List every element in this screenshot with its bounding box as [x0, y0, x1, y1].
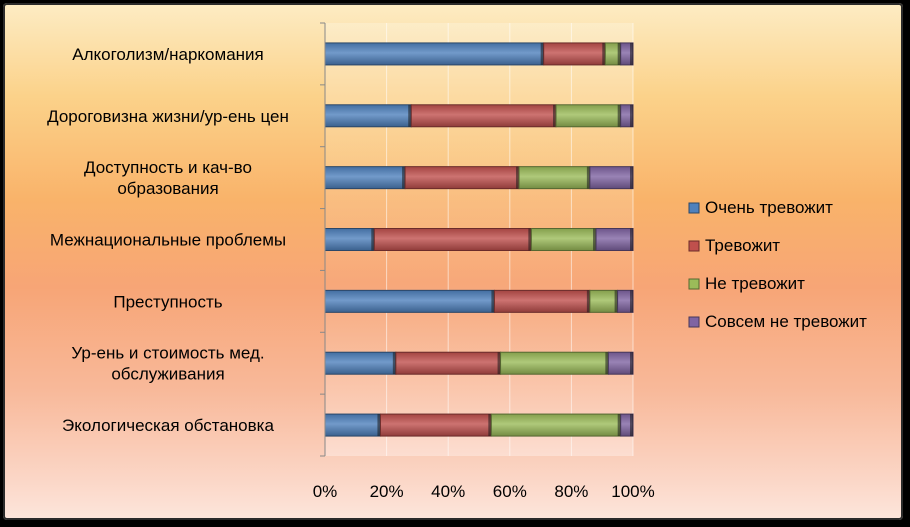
x-tick-label: 80% [554, 482, 588, 501]
category-label: Преступность [113, 292, 222, 311]
bar-segment-edge [630, 414, 633, 437]
bar-segment [490, 413, 622, 437]
bar-segment-edge [491, 290, 495, 313]
bar-segment [324, 228, 375, 251]
bar-segment [410, 104, 557, 128]
bar-segment-edge [586, 166, 590, 189]
bar-segment [373, 228, 532, 251]
bar-segment [543, 42, 606, 66]
stacked-bar-chart: Алкоголизм/наркомания Дороговизна жизни/у… [47, 22, 867, 501]
bar-segment [395, 351, 502, 375]
x-tick-label: 20% [370, 482, 404, 501]
legend-label: Не тревожит [705, 274, 805, 293]
x-tick-label: 100% [611, 482, 654, 501]
chart-area: Алкоголизм/наркомания Дороговизна жизни/у… [3, 3, 903, 520]
bar-segment [589, 289, 619, 313]
bar-segment-edge [488, 414, 492, 437]
bar-segment [493, 289, 591, 313]
bar-segment-edge [528, 228, 532, 251]
bar-segment-edge [586, 290, 590, 313]
bar-segment [518, 166, 591, 190]
bar-segment-edge [377, 414, 381, 437]
legend-label: Очень тревожит [705, 198, 833, 217]
legend-swatch [688, 316, 700, 328]
bar-segment [607, 351, 634, 375]
category-label: Алкоголизм/наркомания [72, 45, 263, 64]
bar-segment [595, 228, 634, 251]
bar-segment-edge [630, 166, 633, 189]
bar-segment [530, 228, 597, 251]
bar-segment-edge [408, 104, 412, 127]
bar-segment [379, 413, 492, 437]
x-tick-label: 60% [493, 482, 527, 501]
bar-segment [404, 166, 520, 190]
bar-segment [324, 42, 545, 66]
bar-segment-edge [516, 166, 520, 189]
bar-segment-edge [630, 352, 633, 375]
legend-label: Совсем не тревожит [705, 312, 867, 331]
bar-segment [324, 166, 406, 190]
bar-segment-edge [630, 228, 633, 251]
category-label: Межнациональные проблемы [50, 231, 286, 250]
bar-segment [324, 351, 397, 375]
bar-segment [500, 351, 609, 375]
bar-segment-edge [540, 42, 544, 65]
bar-segment-edge [617, 42, 621, 65]
bar-segment [324, 413, 381, 437]
bar-segment-edge [617, 414, 621, 437]
legend-label: Тревожит [705, 236, 780, 255]
category-label: Ур-ень и стоимость мед. обслуживания [71, 344, 264, 384]
bar-segment [555, 104, 622, 128]
bar-segment-edge [371, 228, 375, 251]
bar-segment-edge [553, 104, 556, 127]
legend-swatch [688, 278, 700, 290]
bar-segment [589, 166, 634, 190]
category-label: Экологическая обстановка [62, 416, 274, 435]
bar-segment [324, 104, 412, 128]
category-label: Доступность и кач-во образования [84, 158, 252, 198]
bar-segment-edge [392, 352, 396, 375]
bar-segment [324, 289, 495, 313]
bar-segment-edge [630, 104, 633, 127]
bar-segment-edge [630, 42, 633, 65]
bar-segment-edge [630, 290, 633, 313]
bar-segment-edge [593, 228, 597, 251]
category-label: Дороговизна жизни/ур-ень цен [47, 107, 289, 126]
x-tick-label: 40% [431, 482, 465, 501]
bar-segment-edge [497, 352, 501, 375]
bar-segment-edge [617, 104, 621, 127]
legend-swatch [688, 202, 700, 214]
bar-segment-edge [614, 290, 618, 313]
bar-segment-edge [402, 166, 406, 189]
legend-swatch [688, 240, 700, 252]
bar-segment-edge [602, 42, 606, 65]
bar-segment-edge [605, 352, 609, 375]
x-tick-label: 0% [313, 482, 338, 501]
